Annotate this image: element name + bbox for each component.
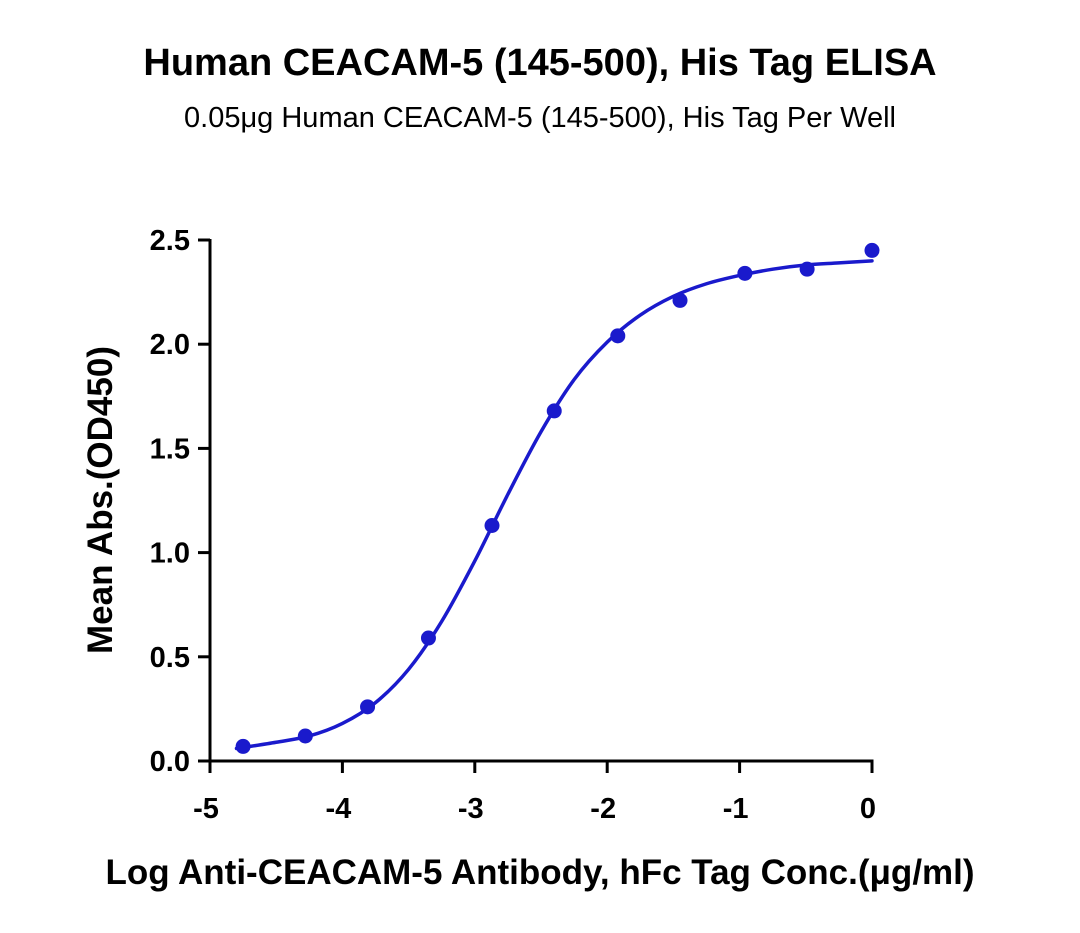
x-tick-label: 0 (860, 793, 876, 825)
chart-title: Human CEACAM-5 (145-500), His Tag ELISA (143, 42, 937, 84)
data-point (360, 699, 376, 715)
y-axis-label: Mean Abs.(OD450) (81, 346, 120, 654)
x-tick-label: -1 (723, 793, 749, 825)
data-point (420, 630, 436, 646)
fit-curve-line (234, 259, 874, 751)
data-point (297, 728, 313, 744)
x-tick-label: -4 (326, 793, 352, 825)
data-point (235, 738, 251, 754)
data-point (799, 261, 815, 277)
data-point (610, 328, 626, 344)
x-tick-label: -5 (193, 793, 219, 825)
axes (208, 239, 874, 763)
y-tick-label: 0.0 (150, 746, 190, 778)
data-point (672, 292, 688, 308)
x-axis-label: Log Anti-CEACAM-5 Antibody, hFc Tag Conc… (105, 853, 974, 892)
data-point (737, 265, 753, 281)
y-tick-label: 2.0 (150, 329, 190, 361)
data-point (546, 403, 562, 419)
chart-subtitle: 0.05μg Human CEACAM-5 (145-500), His Tag… (184, 102, 896, 134)
x-tick-label: -2 (590, 793, 616, 825)
y-ticks: 0.0 0.5 1.0 1.5 2.0 2.5 (150, 225, 210, 778)
data-point (864, 242, 880, 258)
y-tick-label: 2.5 (150, 225, 190, 257)
data-point (484, 518, 500, 534)
y-tick-label: 1.0 (150, 538, 190, 570)
y-tick-label: 0.5 (150, 642, 190, 674)
x-ticks: -5 -4 -3 -2 -1 0 (193, 761, 876, 825)
x-tick-label: -3 (458, 793, 484, 825)
y-tick-label: 1.5 (150, 433, 190, 465)
data-points (235, 242, 880, 754)
